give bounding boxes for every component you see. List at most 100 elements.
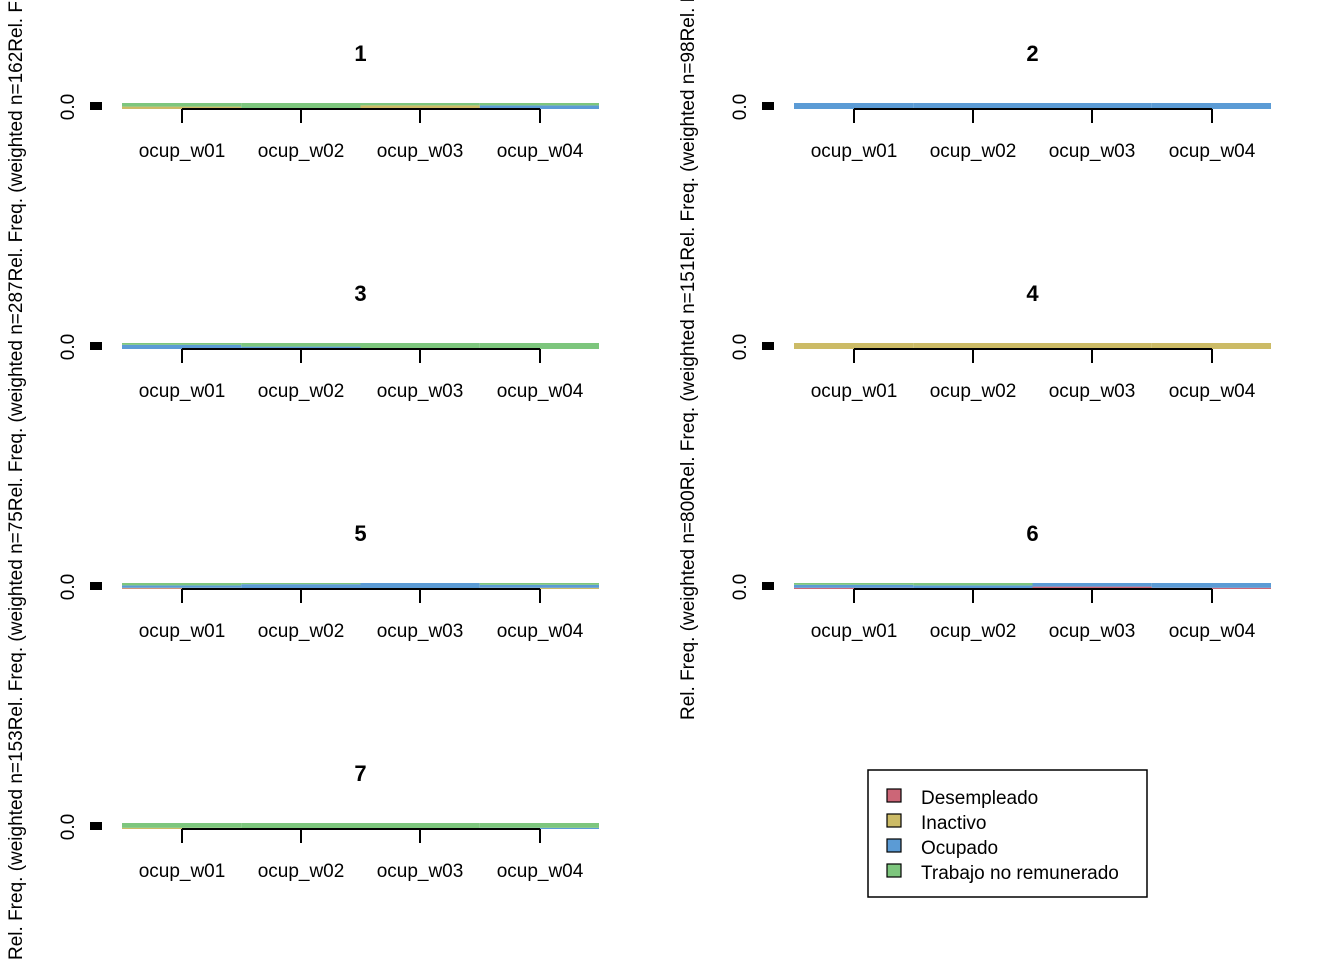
panels-group: 1 0.0 ocup_w01 ocup_w02 ocup_w03 ocup_w04 2 0.0… [58,41,1271,882]
x-tick-label: ocup_w01 [139,141,226,162]
panel-7: 7 0.0 ocup_w01 ocup_w02 ocup_w03 ocup_w04 [58,761,599,882]
y-tick-mark [762,102,774,110]
x-tick-label: ocup_w04 [1169,381,1256,402]
bar-segment-trabajo-no-remunerado-ocup_w04 [479,823,599,828]
bar-segment-desempleado-ocup_w01 [794,587,914,589]
bar-segment-trabajo-no-remunerado-ocup_w01 [122,583,242,586]
y-tick-mark [90,822,102,830]
bar-segment-trabajo-no-remunerado-ocup_w02 [241,103,361,109]
bar-segment-ocupado-ocup_w01 [122,585,242,588]
y-tick-mark [90,342,102,350]
panel-4: 4 0.0 ocup_w01 ocup_w02 ocup_w03 ocup_w04 [730,281,1271,402]
bar-segment-trabajo-no-remunerado-ocup_w01 [122,103,242,107]
legend-box [867,769,1148,898]
x-tick-label: ocup_w02 [258,621,345,642]
x-tick-label: ocup_w02 [930,141,1017,162]
legend-label: Ocupado [921,838,998,859]
panel-6: 6 0.0 ocup_w01 ocup_w02 ocup_w03 ocup_w04 [730,521,1271,642]
x-tick-label: ocup_w04 [497,381,584,402]
bar-segment-trabajo-no-remunerado-ocup_w03 [360,103,480,106]
bar-segment-inactivo-ocup_w01 [794,343,914,349]
bar-segment-trabajo-no-remunerado-ocup_w03 [360,343,480,349]
y-tick-mark [90,582,102,590]
bar-segment-trabajo-no-remunerado-ocup_w01 [122,343,242,345]
y-tick-label: 0.0 [58,94,79,120]
x-tick-label: ocup_w01 [811,621,898,642]
bar-segment-ocupado-ocup_w04 [1151,583,1271,588]
left-y-axis-label: Rel. Freq. (weighted n=153Rel. Freq. (we… [6,0,27,960]
x-tick-label: ocup_w04 [1169,141,1256,162]
bar-segment-ocupado-ocup_w03 [360,583,480,589]
y-tick-label: 0.0 [730,574,751,600]
panel-title: 4 [1026,281,1039,306]
panel-title: 1 [354,41,366,66]
bar-segment-ocupado-ocup_w01 [794,103,914,109]
bar-segment-trabajo-no-remunerado-ocup_w04 [479,583,599,585]
bar-segment-inactivo-ocup_w01 [122,106,242,109]
x-tick-label: ocup_w01 [139,381,226,402]
bar-segment-ocupado-ocup_w03 [1032,583,1152,587]
x-tick-label: ocup_w03 [1049,381,1136,402]
x-tick-label: ocup_w01 [139,861,226,882]
bar-segment-ocupado-ocup_w04 [479,584,599,588]
x-tick-label: ocup_w03 [377,381,464,402]
legend-label: Inactivo [921,813,986,834]
x-tick-label: ocup_w03 [377,141,464,162]
bar-segment-ocupado-ocup_w02 [913,585,1033,589]
bar-segment-trabajo-no-remunerado-ocup_w04 [479,103,599,106]
legend-label: Desempleado [921,788,1038,809]
x-tick-label: ocup_w02 [258,141,345,162]
legend-swatch-ocupado [886,838,902,853]
panel-2: 2 0.0 ocup_w01 ocup_w02 ocup_w03 ocup_w04 [730,41,1271,162]
x-tick-label: ocup_w02 [930,381,1017,402]
panel-title: 3 [354,281,366,306]
bar-segment-trabajo-no-remunerado-ocup_w02 [241,823,361,829]
bar-segment-desempleado-ocup_w01 [122,588,242,589]
y-tick-label: 0.0 [58,334,79,360]
panel-5: 5 0.0 ocup_w01 ocup_w02 ocup_w03 ocup_w04 [58,521,599,642]
x-tick-label: ocup_w04 [497,861,584,882]
bar-segment-trabajo-no-remunerado-ocup_w02 [913,583,1033,586]
y-tick-label: 0.0 [58,814,79,840]
x-tick-label: ocup_w02 [258,861,345,882]
y-tick-mark [90,102,102,110]
bar-segment-inactivo-ocup_w03 [360,105,480,109]
bar-segment-ocupado-ocup_w03 [1032,103,1152,109]
bar-segment-trabajo-no-remunerado-ocup_w02 [241,343,361,347]
x-tick-label: ocup_w04 [1169,621,1256,642]
y-tick-label: 0.0 [730,94,751,120]
bar-segment-ocupado-ocup_w01 [794,584,914,588]
panel-title: 5 [354,521,366,546]
bar-segment-trabajo-no-remunerado-ocup_w04 [479,343,599,349]
bar-segment-ocupado-ocup_w02 [913,103,1033,109]
bar-segment-trabajo-no-remunerado-ocup_w01 [122,823,242,828]
bar-segment-inactivo-ocup_w01 [122,827,242,829]
x-tick-label: ocup_w04 [497,141,584,162]
legend: Desempleado Inactivo Ocupado Trabajo no rem… [867,769,1148,898]
bar-segment-ocupado-ocup_w04 [1151,103,1271,109]
x-tick-label: ocup_w03 [377,861,464,882]
bar-segment-trabajo-no-remunerado-ocup_w01 [794,583,914,585]
x-tick-label: ocup_w03 [377,621,464,642]
x-tick-label: ocup_w02 [258,381,345,402]
bar-segment-inactivo-ocup_w02 [913,343,1033,349]
x-tick-label: ocup_w03 [1049,141,1136,162]
legend-swatch-inactivo [886,813,902,828]
legend-swatch-desempleado [886,788,902,803]
right-y-axis-label: Rel. Freq. (weighted n=800Rel. Freq. (we… [678,0,699,720]
panel-title: 2 [1026,41,1038,66]
panel-3: 3 0.0 ocup_w01 ocup_w02 ocup_w03 ocup_w04 [58,281,599,402]
x-tick-label: ocup_w01 [811,141,898,162]
bar-segment-trabajo-no-remunerado-ocup_w02 [241,583,361,585]
x-tick-label: ocup_w04 [497,621,584,642]
bar-segment-ocupado-ocup_w01 [122,344,242,349]
x-tick-label: ocup_w01 [811,381,898,402]
y-tick-mark [762,582,774,590]
bar-segment-inactivo-ocup_w03 [1032,343,1152,349]
panel-1: 1 0.0 ocup_w01 ocup_w02 ocup_w03 ocup_w04 [58,41,599,162]
panel-title: 7 [354,761,366,786]
bar-segment-inactivo-ocup_w01 [122,587,242,589]
bar-segment-trabajo-no-remunerado-ocup_w03 [360,823,480,829]
legend-label: Trabajo no remunerado [921,863,1119,884]
